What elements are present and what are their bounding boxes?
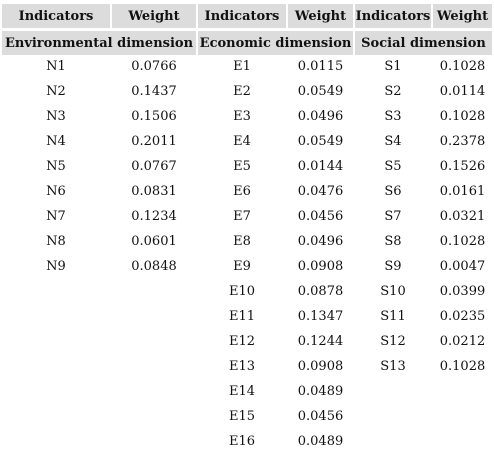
header-cell: Indicators	[2, 4, 110, 28]
weight-cell: 0.0456	[297, 409, 344, 424]
indicator-cell: S11	[380, 309, 406, 324]
weight-cell: 0.0878	[297, 284, 344, 299]
header-cell: Indicators	[355, 4, 431, 28]
indicator-cell: E8	[233, 234, 251, 249]
weight-cell: 0.0848	[131, 259, 177, 274]
weight-cell: 0.0489	[297, 384, 344, 399]
indicator-cell: N3	[46, 109, 66, 124]
indicator-cell: E11	[228, 309, 256, 324]
weight-cell: 0.0489	[297, 434, 344, 449]
weight-cell: 0.0476	[297, 184, 344, 199]
weight-cell: 0.0549	[297, 134, 344, 149]
indicator-cell: N8	[46, 234, 66, 249]
indicator-cell: E9	[233, 259, 251, 274]
weight-cell: 0.0549	[297, 84, 344, 99]
weight-cell: 0.1028	[439, 359, 486, 374]
dimension-cell: Economic dimension	[198, 31, 353, 55]
header-cell: Weight	[112, 4, 196, 28]
dimension-cell: Environmental dimension	[2, 31, 196, 55]
weight-cell: 0.0908	[297, 359, 344, 374]
indicator-cell: S7	[384, 209, 402, 224]
weight-cell: 0.0767	[131, 159, 177, 174]
weight-cell: 0.0144	[297, 159, 344, 174]
weight-cell: 0.1234	[131, 209, 177, 224]
weight-cell: 0.0496	[297, 109, 344, 124]
weight-cell: 0.2011	[131, 134, 177, 149]
weight-cell: 0.0766	[131, 59, 177, 74]
indicator-cell: E10	[228, 284, 256, 299]
indicator-cell: S5	[384, 159, 402, 174]
weight-cell: 0.0321	[439, 209, 486, 224]
indicator-cell: S6	[384, 184, 402, 199]
indicator-cell: E14	[228, 384, 256, 399]
indicator-cell: S13	[380, 359, 406, 374]
indicator-cell: N1	[46, 59, 66, 74]
weight-cell: 0.0831	[131, 184, 177, 199]
weight-cell: 0.0908	[297, 259, 344, 274]
weight-cell: 0.1526	[439, 159, 486, 174]
weight-cell: 0.0496	[297, 234, 344, 249]
weight-cell: 0.0456	[297, 209, 344, 224]
indicator-cell: E13	[228, 359, 256, 374]
weight-cell: 0.0047	[439, 259, 486, 274]
indicator-cell: E1	[233, 59, 251, 74]
header-cell: Weight	[433, 4, 492, 28]
weight-cell: 0.1028	[439, 109, 486, 124]
weight-cell: 0.1028	[439, 234, 486, 249]
weight-cell: 0.1028	[439, 59, 486, 74]
indicator-cell: E4	[233, 134, 251, 149]
indicator-cell: E3	[233, 109, 251, 124]
indicator-cell: S10	[380, 284, 406, 299]
indicator-cell: N6	[46, 184, 66, 199]
header-cell: Weight	[288, 4, 353, 28]
indicator-cell: S2	[384, 84, 402, 99]
indicator-cell: S9	[384, 259, 402, 274]
indicator-cell: E7	[233, 209, 251, 224]
indicator-cell: N2	[46, 84, 66, 99]
indicator-cell: S1	[384, 59, 402, 74]
weight-cell: 0.1244	[297, 334, 344, 349]
weight-cell: 0.0235	[439, 309, 486, 324]
indicator-cell: E15	[228, 409, 256, 424]
indicator-cell: N4	[46, 134, 66, 149]
weight-cell: 0.0115	[297, 59, 344, 74]
indicator-cell: E16	[228, 434, 256, 449]
weight-cell: 0.0161	[439, 184, 486, 199]
header-cell: Indicators	[198, 4, 286, 28]
indicator-cell: E12	[228, 334, 256, 349]
indicator-cell: N9	[46, 259, 66, 274]
indicator-cell: E2	[233, 84, 251, 99]
weight-cell: 0.0212	[439, 334, 486, 349]
weight-cell: 0.1506	[131, 109, 177, 124]
weight-cell: 0.1347	[297, 309, 344, 324]
indicator-cell: N5	[46, 159, 66, 174]
indicator-cell: N7	[46, 209, 66, 224]
weight-cell: 0.0601	[131, 234, 177, 249]
indicator-cell: E5	[233, 159, 251, 174]
weight-cell: 0.2378	[439, 134, 486, 149]
indicator-cell: S4	[384, 134, 402, 149]
weight-cell: 0.0114	[439, 84, 486, 99]
indicator-cell: E6	[233, 184, 251, 199]
dimension-cell: Social dimension	[355, 31, 492, 55]
indicator-cell: S12	[380, 334, 406, 349]
weight-cell: 0.0399	[439, 284, 486, 299]
weight-cell: 0.1437	[131, 84, 177, 99]
indicator-cell: S8	[384, 234, 402, 249]
indicator-cell: S3	[384, 109, 402, 124]
